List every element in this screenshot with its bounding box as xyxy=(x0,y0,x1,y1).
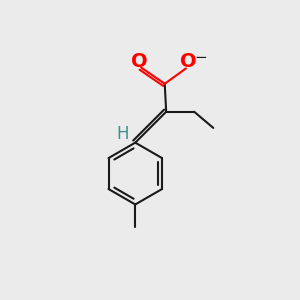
Text: O: O xyxy=(131,52,148,70)
Text: O: O xyxy=(180,52,196,71)
Text: H: H xyxy=(117,125,129,143)
Text: −: − xyxy=(194,50,207,65)
